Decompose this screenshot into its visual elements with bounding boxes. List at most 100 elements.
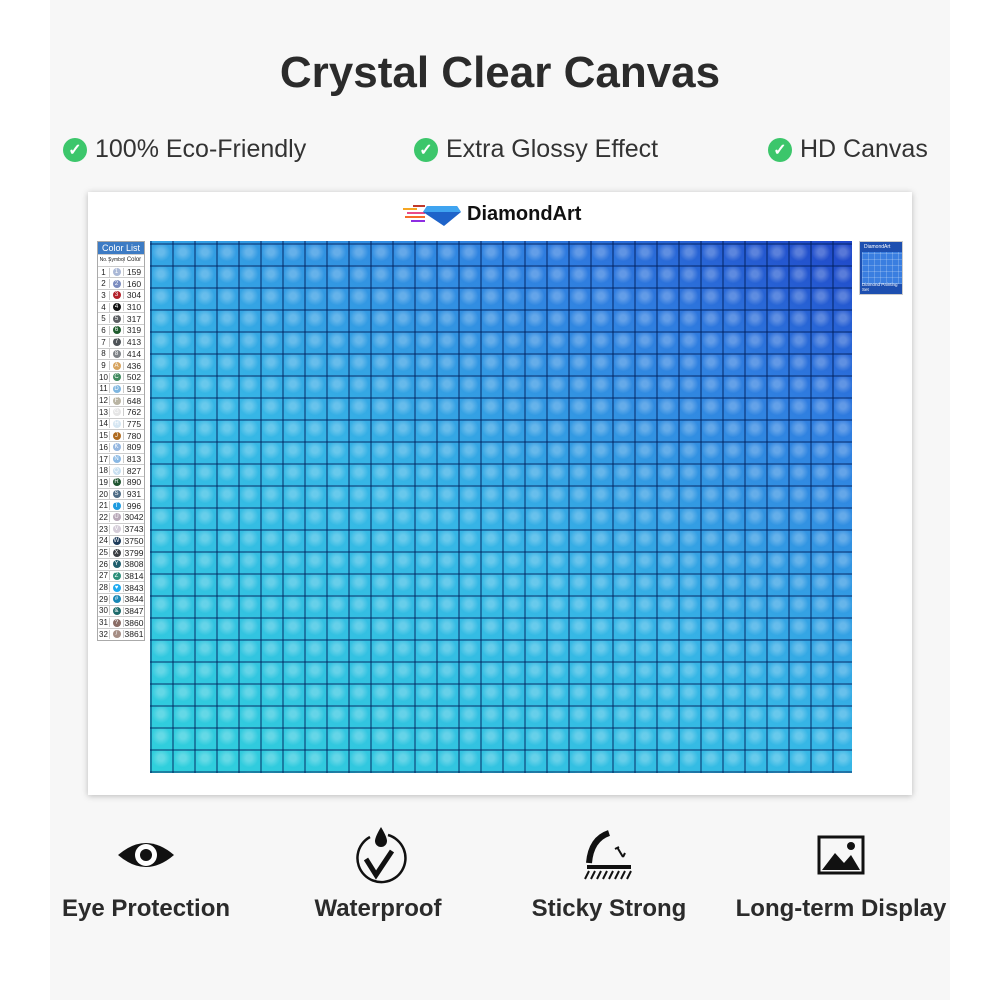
row-number: 1 [98, 267, 110, 277]
symbol-swatch: V [112, 525, 121, 534]
color-code: 890 [126, 477, 142, 488]
row-number: 23 [98, 524, 110, 534]
symbol-swatch: 1 [112, 268, 121, 277]
color-list: Color List No. Symbol Color 1 1 159 2 2 160 3 3 30… [97, 241, 145, 641]
symbol-swatch: X [112, 548, 121, 557]
check-icon: ✓ [63, 137, 87, 162]
symbol-swatch: Y [112, 560, 121, 569]
symbol-swatch: A [112, 361, 121, 370]
page-title: Crystal Clear Canvas [279, 48, 721, 97]
symbol-swatch: W [112, 536, 121, 545]
symbol-cell: U [110, 513, 124, 522]
symbol-cell: Z [110, 571, 124, 580]
color-code: 502 [126, 372, 142, 383]
symbol-cell: X [110, 548, 124, 557]
symbol-swatch: S [112, 490, 121, 499]
symbol-swatch: Z [112, 571, 121, 580]
benefit-sticky-strong: Sticky Strong [489, 825, 729, 923]
symbol-swatch: D [112, 384, 121, 393]
color-code: 3844 [124, 594, 144, 605]
color-list-row: 31? 3860 [98, 616, 144, 628]
check-icon: ✓ [414, 137, 438, 162]
waterproof-icon [356, 827, 407, 884]
color-code: 3847 [124, 605, 144, 616]
color-list-row: 10 C 502 [98, 370, 144, 383]
row-number: 25 [98, 548, 110, 558]
row-number: 12 [98, 396, 110, 406]
symbol-cell: V [110, 525, 124, 534]
color-list-row: 13 G 762 [98, 405, 144, 418]
header-color: Color [126, 257, 142, 264]
color-list-row: 20 S 931 [98, 487, 144, 500]
color-code: 813 [126, 454, 142, 465]
crystal-mosaic-canvas [150, 241, 852, 773]
row-number: 29 [98, 594, 110, 604]
color-code: 304 [126, 290, 142, 301]
feature-hd: ✓ HD Canvas [768, 135, 928, 164]
row-number: 27 [98, 571, 110, 581]
logo-text: DiamondArt [467, 202, 582, 225]
symbol-cell: R [110, 478, 124, 487]
color-list-row: 5 5 317 [98, 312, 144, 324]
color-code: 3843 [124, 582, 144, 593]
symbol-swatch: ? [112, 618, 121, 627]
symbol-swatch: 6 [112, 326, 121, 335]
color-code: 436 [126, 360, 142, 371]
color-code: 3860 [124, 617, 144, 628]
benefit-long-term-display: Long-term Display [721, 825, 961, 923]
color-list-row: 2 2 160 [98, 277, 144, 289]
color-list-row: 23 V 3743 [98, 522, 144, 535]
row-number: 11 [98, 384, 110, 394]
symbol-swatch: F [112, 396, 121, 405]
color-list-row: 12 F 648 [98, 394, 144, 406]
symbol-cell: T [110, 501, 124, 510]
benefit-label: Long-term Display [735, 895, 947, 922]
color-code: 931 [126, 489, 142, 500]
symbol-cell: 8 [110, 349, 124, 358]
symbol-swatch: & [112, 606, 121, 615]
color-list-title: Color List [98, 242, 144, 254]
symbol-swatch: ♥ [112, 583, 121, 592]
feature-eco: ✓ 100% Eco-Friendly [63, 135, 306, 164]
row-number: 18 [98, 466, 110, 476]
brand-logo: DiamondArt [403, 202, 581, 226]
symbol-cell: Q [110, 466, 124, 475]
color-code: 3743 [124, 524, 144, 535]
row-number: 31 [98, 618, 110, 628]
row-number: 20 [98, 489, 110, 499]
color-list-row: 7 7 413 [98, 335, 144, 348]
row-number: 3 [98, 290, 110, 300]
color-list-row: 16 K 809 [98, 441, 144, 453]
color-code: 317 [126, 313, 142, 324]
feature-glossy: ✓ Extra Glossy Effect [414, 135, 658, 164]
color-list-row: 3 3 304 [98, 289, 144, 301]
symbol-cell: 2 [110, 279, 124, 288]
color-code: 3799 [124, 547, 144, 558]
color-code: 648 [126, 395, 142, 406]
feature-label: 100% Eco-Friendly [95, 135, 307, 163]
header-no: No. [98, 257, 110, 264]
benefit-label: Waterproof [314, 895, 442, 922]
color-code: 827 [126, 465, 142, 476]
color-list-row: 1 1 159 [98, 265, 144, 278]
color-list-row: 17 N 813 [98, 452, 144, 465]
symbol-swatch: K [112, 443, 121, 452]
color-list-row: 22 U 3042 [98, 511, 144, 523]
benefit-waterproof: Waterproof [258, 825, 498, 923]
color-code: 160 [126, 278, 142, 289]
benefit-eye-protection: Eye Protection [26, 825, 266, 923]
symbol-cell: S [110, 490, 124, 499]
header-symbol: Symbol [108, 257, 125, 264]
symbol-cell: 7 [110, 338, 124, 347]
color-code: 3861 [124, 629, 144, 640]
feature-label: Extra Glossy Effect [446, 135, 659, 163]
row-number: 30 [98, 606, 110, 616]
color-list-row: 11 D 519 [98, 382, 144, 395]
color-list-row: 14 H 775 [98, 417, 144, 430]
symbol-cell: G [110, 408, 124, 417]
color-code: 3042 [124, 512, 144, 523]
color-list-row: 8 8 414 [98, 347, 144, 360]
color-list-row: 27 Z 3814 [98, 569, 144, 582]
symbol-swatch: R [112, 478, 121, 487]
color-list-row: 30 & 3847 [98, 604, 144, 617]
